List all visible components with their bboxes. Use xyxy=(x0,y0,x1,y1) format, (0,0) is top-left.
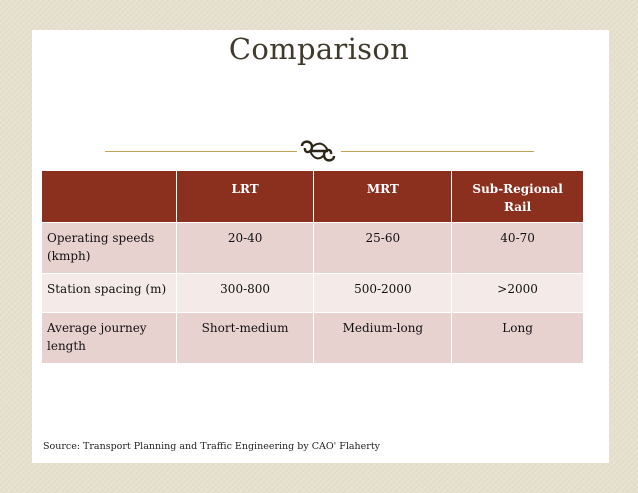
cell-mrt-speed: 25-60 xyxy=(313,222,453,274)
table-header-row: LRT MRT Sub-Regional Rail xyxy=(41,170,584,223)
header-cell-empty xyxy=(41,170,177,223)
cell-lrt-journey: Short-medium xyxy=(175,312,315,364)
cell-rail-speed: 40-70 xyxy=(451,222,584,274)
slide-title: Comparison xyxy=(228,32,410,66)
cell-mrt-spacing: 500-2000 xyxy=(313,273,453,313)
divider-left xyxy=(105,151,297,152)
scroll-flourish-icon xyxy=(300,140,336,162)
cell-lrt-spacing: 300-800 xyxy=(175,273,315,313)
row-label-station-spacing: Station spacing (m) xyxy=(41,273,177,313)
table-row: Operating speeds (kmph) 20-40 25-60 40-7… xyxy=(41,222,584,274)
source-citation: Source: Transport Planning and Traffic E… xyxy=(43,441,381,452)
cell-lrt-speed: 20-40 xyxy=(175,222,315,274)
comparison-table: LRT MRT Sub-Regional Rail Operating spee… xyxy=(41,170,584,364)
header-cell-mrt: MRT xyxy=(313,170,453,223)
table-row: Average journey length Short-medium Medi… xyxy=(41,312,584,364)
row-label-journey-length: Average journey length xyxy=(41,312,177,364)
divider-right xyxy=(341,151,534,152)
header-cell-lrt: LRT xyxy=(175,170,315,223)
cell-rail-journey: Long xyxy=(451,312,584,364)
header-cell-sub-regional-rail: Sub-Regional Rail xyxy=(451,170,584,223)
cell-rail-spacing: >2000 xyxy=(451,273,584,313)
table-row: Station spacing (m) 300-800 500-2000 >20… xyxy=(41,273,584,313)
cell-mrt-journey: Medium-long xyxy=(313,312,453,364)
row-label-operating-speeds: Operating speeds (kmph) xyxy=(41,222,177,274)
